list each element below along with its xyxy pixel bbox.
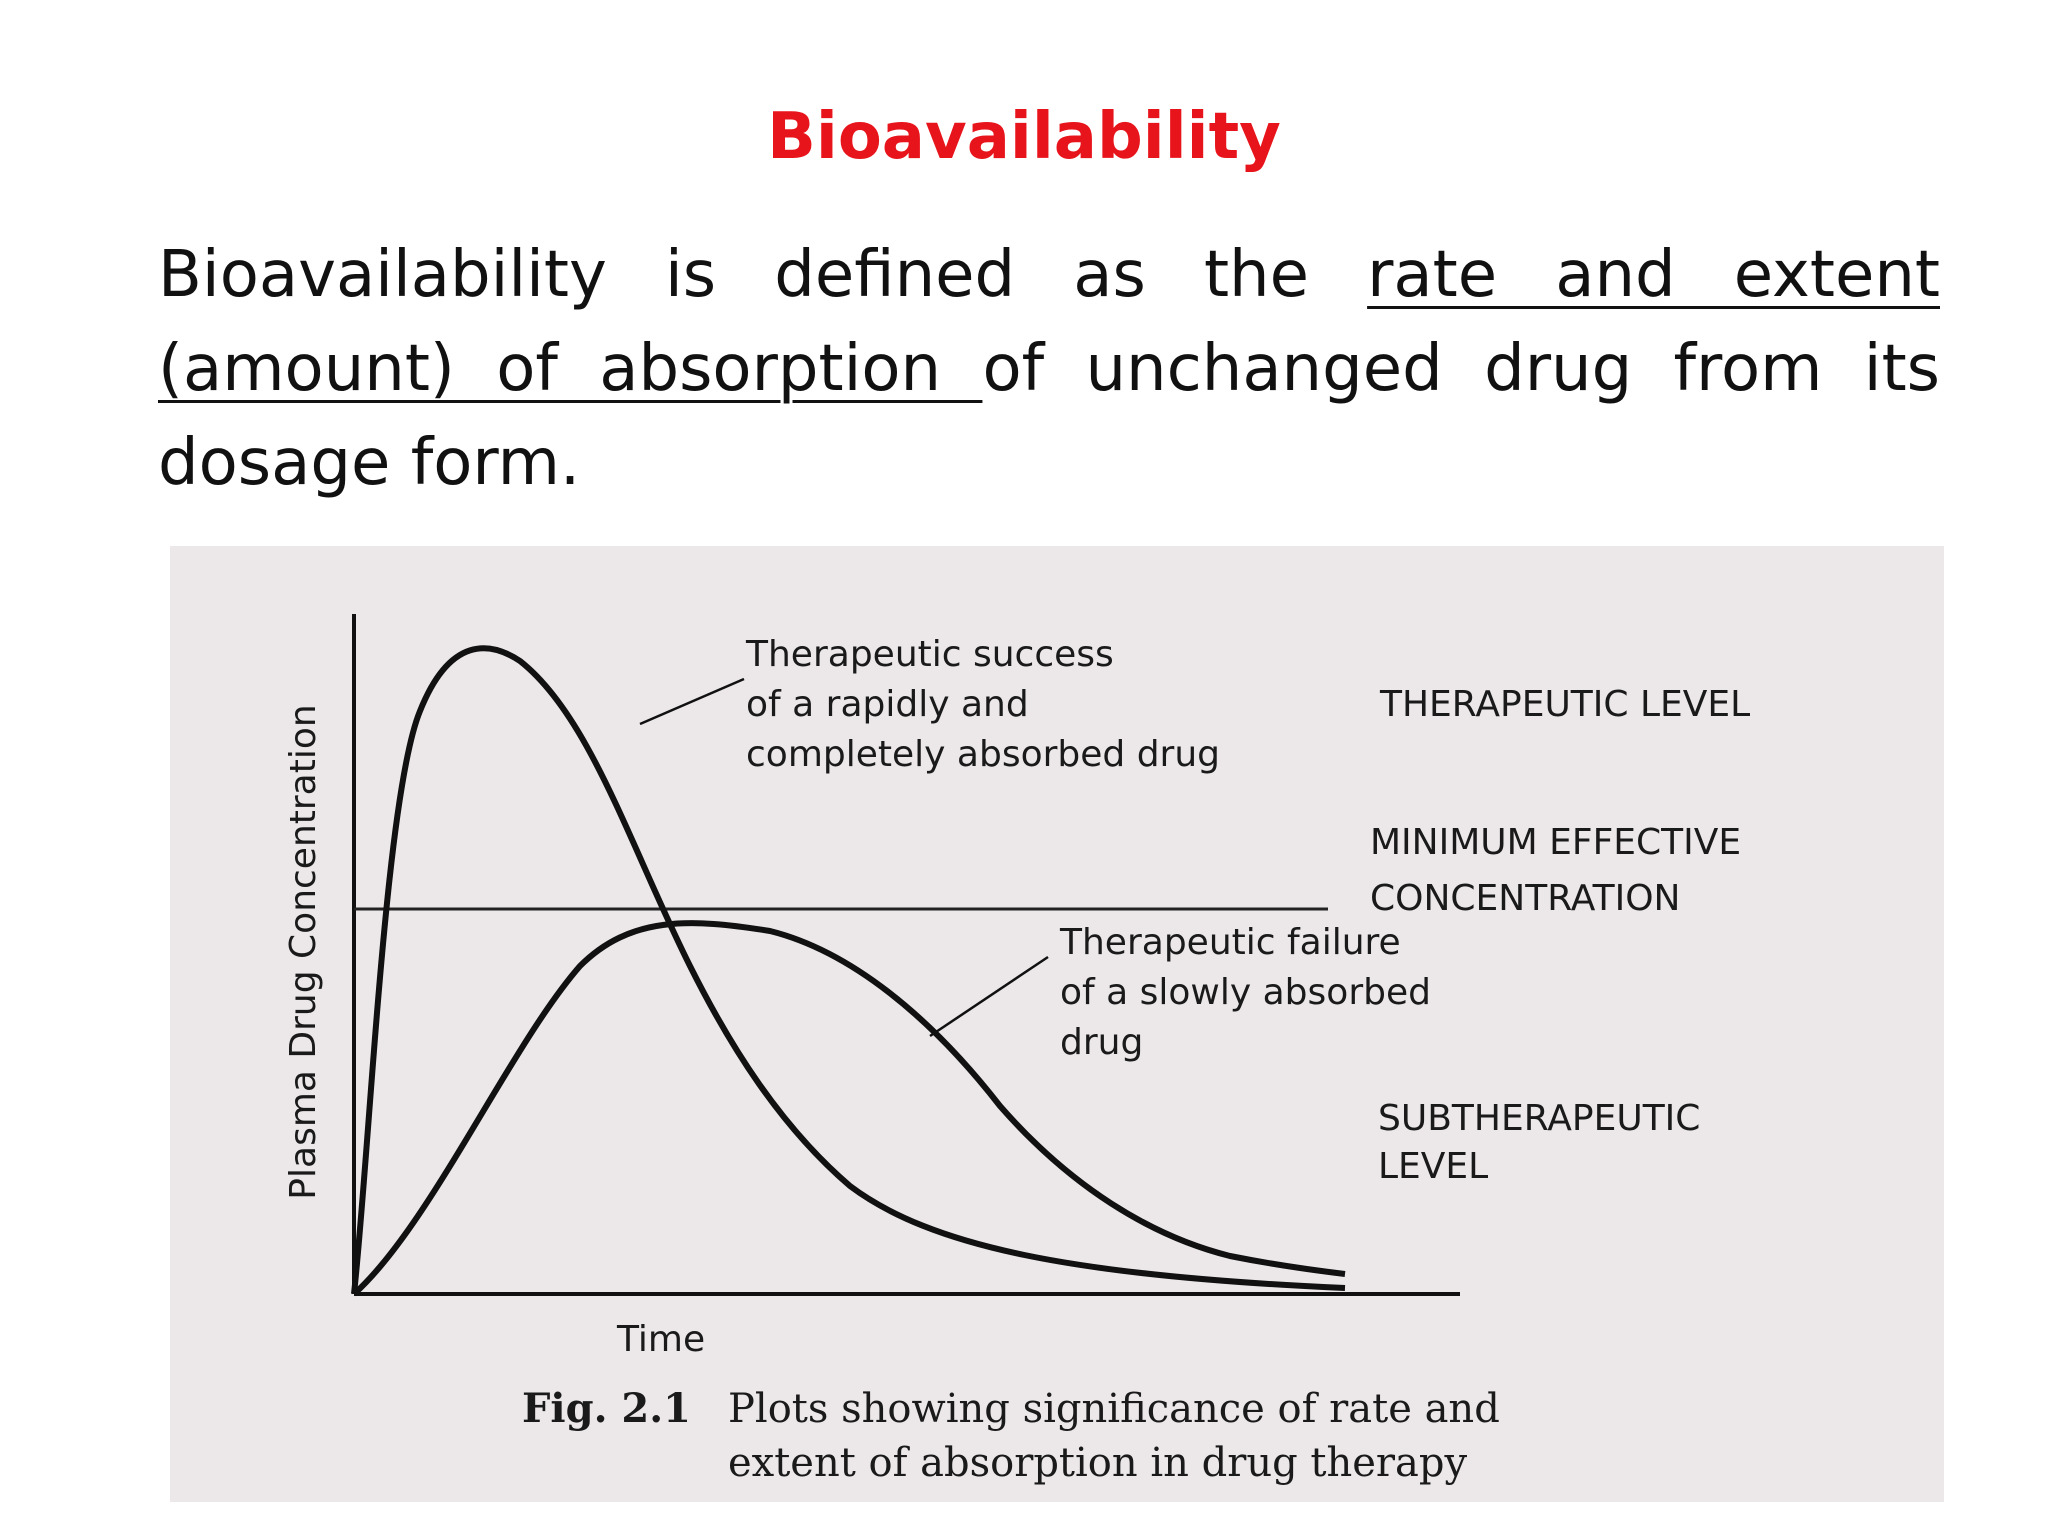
failure-annotation-line-3: drug xyxy=(1060,1022,1143,1063)
rapid-absorption-curve xyxy=(351,645,1346,1295)
bioavailability-figure: Plasma Drug Concentration Time Therapeut… xyxy=(170,546,1944,1502)
therapeutic-level-label: THERAPEUTIC LEVEL xyxy=(1379,684,1750,725)
definition-text-start: Bioavailability is defined as the xyxy=(158,238,1368,312)
mec-label-line-2: CONCENTRATION xyxy=(1370,878,1680,919)
definition-text-end: of unchanged drug from its dosage form. xyxy=(158,332,1941,500)
figure-caption-line-1: Plots showing significance of rate and xyxy=(728,1386,1500,1432)
success-annotation-line-1: Therapeutic success xyxy=(745,634,1114,675)
success-pointer xyxy=(639,677,745,726)
figure-caption-label: Fig. 2.1 xyxy=(522,1385,691,1432)
figure-caption-line-2: extent of absorption in drug therapy xyxy=(728,1440,1468,1486)
slow-absorption-curve xyxy=(351,920,1346,1297)
failure-annotation-line-2: of a slowly absorbed xyxy=(1060,972,1431,1013)
success-annotation-line-3: completely absorbed drug xyxy=(746,734,1220,775)
mec-label-line-1: MINIMUM EFFECTIVE xyxy=(1370,822,1741,863)
slide-title: Bioavailability xyxy=(767,100,1281,174)
x-axis-label: Time xyxy=(616,1319,705,1360)
failure-pointer xyxy=(929,955,1049,1038)
failure-annotation-line-1: Therapeutic failure xyxy=(1059,922,1401,963)
definition-underlined-phrase: rate and extent (amount) of absorption xyxy=(158,238,1940,406)
subtherapeutic-label-line-1: SUBTHERAPEUTIC xyxy=(1378,1098,1700,1139)
definition-paragraph: Bioavailability is defined as the rate a… xyxy=(158,228,1940,510)
success-annotation-line-2: of a rapidly and xyxy=(746,684,1029,725)
figure-plot: Plasma Drug Concentration Time Therapeut… xyxy=(283,614,1750,1486)
subtherapeutic-label-line-2: LEVEL xyxy=(1378,1146,1488,1187)
y-axis-label: Plasma Drug Concentration xyxy=(283,704,324,1199)
